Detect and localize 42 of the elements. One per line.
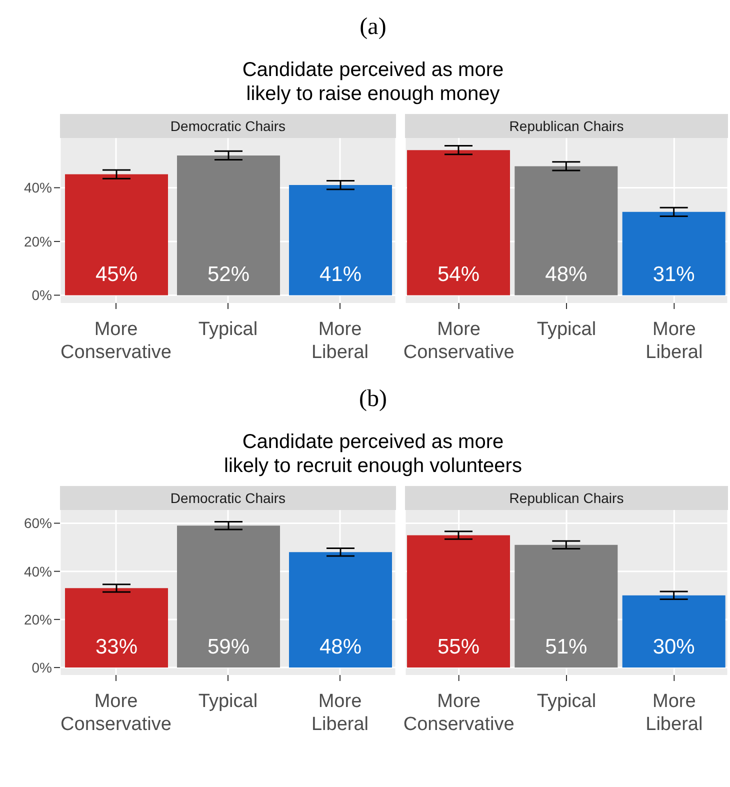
x-tick-label: More Conservative	[60, 691, 172, 735]
y-tick-label: 0%	[32, 287, 52, 304]
data-label: 41%	[319, 263, 362, 286]
data-label: 54%	[437, 263, 480, 286]
text: (a)	[358, 13, 388, 42]
data-label: 30%	[652, 636, 695, 659]
y-tick-label: 40%	[24, 180, 52, 196]
chart-subtitle: Democratic Chairs	[60, 114, 396, 138]
x-tick-label: Typical	[536, 319, 596, 340]
x-tick-label: More Liberal	[311, 691, 369, 735]
x-tick-label: More Conservative	[60, 319, 172, 363]
x-tick-label: More Liberal	[311, 319, 369, 363]
chart-title: Candidate perceived as more likely to recruit enough volunteers	[223, 430, 523, 479]
x-tick-label: More Conservative	[403, 691, 514, 735]
text: (b)	[358, 385, 388, 414]
bar	[289, 552, 392, 668]
data-label: 31%	[652, 263, 695, 286]
chart-subtitle: Republican Chairs	[405, 114, 728, 138]
bar	[65, 588, 168, 668]
data-label: 48%	[319, 636, 362, 659]
x-tick-label: More Liberal	[646, 691, 703, 735]
x-tick-label: More Liberal	[646, 319, 703, 363]
y-tick-label: 0%	[32, 660, 52, 676]
y-tick-label: 60%	[24, 515, 52, 532]
y-tick-label: 20%	[24, 233, 52, 250]
data-label: 51%	[545, 636, 588, 659]
chart-subtitle: Democratic Chairs	[60, 486, 396, 510]
bar	[177, 526, 280, 668]
data-label: 55%	[437, 636, 480, 659]
data-label: 45%	[95, 263, 138, 286]
chart-title: Candidate perceived as more likely to raise enough money	[241, 58, 505, 107]
y-tick-label: 20%	[24, 611, 52, 628]
x-tick-label: Typical	[536, 691, 596, 712]
y-tick-label: 40%	[24, 563, 52, 580]
x-tick-label: Typical	[198, 691, 258, 712]
data-label: 52%	[207, 263, 250, 286]
x-tick-label: Typical	[198, 319, 258, 340]
data-label: 59%	[207, 636, 250, 659]
data-label: 48%	[545, 263, 588, 286]
data-label: 33%	[95, 636, 138, 659]
x-tick-label: More Conservative	[403, 319, 514, 363]
chart-subtitle: Republican Chairs	[405, 486, 728, 510]
